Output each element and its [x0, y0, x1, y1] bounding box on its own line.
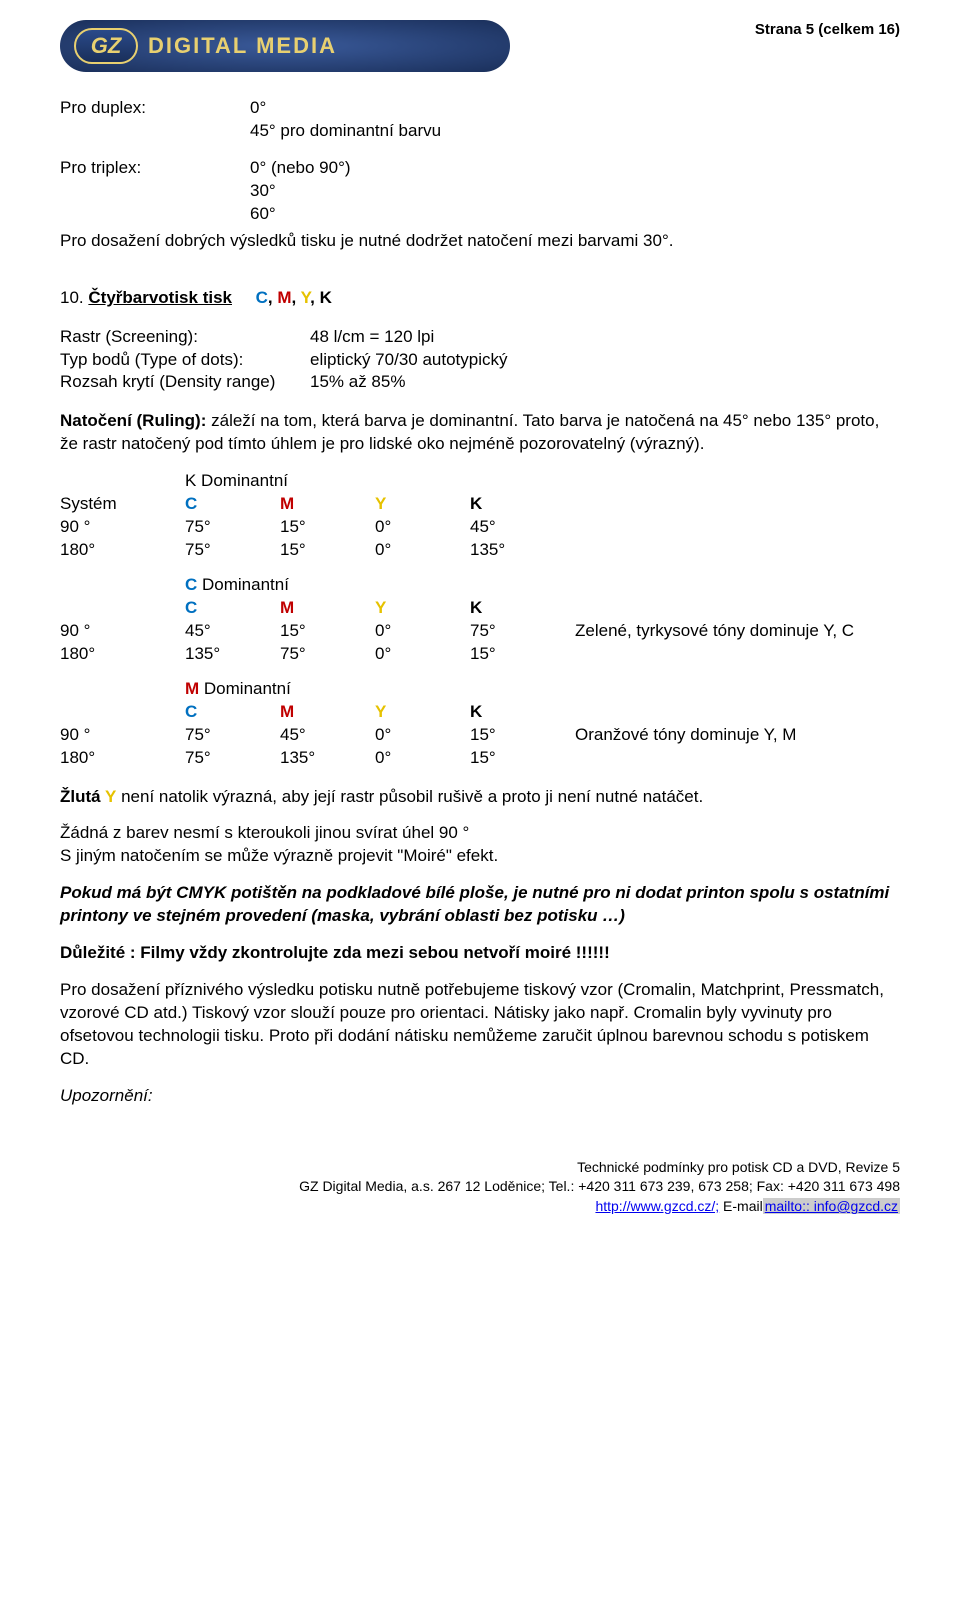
def-density: Rozsah krytí (Density range) 15% až 85% [60, 371, 900, 394]
yellow-note: Žlutá Y není natolik výrazná, aby její r… [60, 786, 900, 809]
no-90-note: Žádná z barev nesmí s kteroukoli jinou s… [60, 822, 900, 845]
page-number: Strana 5 (celkem 16) [755, 20, 900, 40]
section-title: Čtyřbarvotisk tisk [88, 288, 232, 307]
upozorneni-label: Upozornění: [60, 1085, 900, 1108]
duplex-v2: 45° pro dominantní barvu [60, 120, 900, 143]
important-note: Důležité : Filmy vždy zkontrolujte zda m… [60, 942, 900, 965]
footer-links: http://www.gzcd.cz/; E-mailmailto:: info… [60, 1197, 900, 1217]
triplex-v3: 60° [60, 203, 900, 226]
cmyk-y: Y [301, 288, 310, 307]
footer-line-2: GZ Digital Media, a.s. 267 12 Loděnice; … [60, 1177, 900, 1197]
final-paragraph: Pro dosažení příznivého výsledku potisku… [60, 979, 900, 1071]
duplex-row: Pro duplex: 0° [60, 97, 900, 120]
section-num: 10. [60, 288, 84, 307]
ruling-para: Natočení (Ruling): záleží na tom, která … [60, 410, 900, 456]
m-dominant-title: M Dominantní [60, 678, 900, 701]
m-dominant-table: C M Y K 90 ° 75° 45° 0° 15° Oranžové tón… [60, 701, 796, 770]
table-head: C M Y K [60, 597, 854, 620]
table-row: 180° 75° 15° 0° 135° [60, 539, 575, 562]
c-dominant-title: C C DominantníDominantní [60, 574, 900, 597]
results-note: Pro dosažení dobrých výsledků tisku je n… [60, 230, 900, 253]
page-header: GZ DIGITAL MEDIA Strana 5 (celkem 16) [60, 20, 900, 72]
cmyk-c: C [256, 288, 268, 307]
cmyk-m: M [277, 288, 291, 307]
triplex-v1: 0° (nebo 90°) [250, 157, 351, 180]
logo-initials: GZ [74, 28, 138, 64]
c-dominant-table: C M Y K 90 ° 45° 15° 0° 75° Zelené, tyrk… [60, 597, 854, 666]
table-row: 180° 135° 75° 0° 15° [60, 643, 854, 666]
triplex-v2: 30° [60, 180, 900, 203]
def-screening: Rastr (Screening): 48 l/cm = 120 lpi [60, 326, 900, 349]
duplex-label: Pro duplex: [60, 97, 250, 120]
logo-text: DIGITAL MEDIA [148, 31, 337, 61]
def-dots: Typ bodů (Type of dots): eliptický 70/30… [60, 349, 900, 372]
table-row: 90 ° 45° 15° 0° 75° Zelené, tyrkysové tó… [60, 620, 854, 643]
k-dominant-title: K Dominantní [60, 470, 900, 493]
ruling-label: Natočení (Ruling): [60, 411, 206, 430]
page-footer: Technické podmínky pro potisk CD a DVD, … [60, 1158, 900, 1217]
footer-line-1: Technické podmínky pro potisk CD a DVD, … [60, 1158, 900, 1178]
table-row: 180° 75° 135° 0° 15° [60, 747, 796, 770]
table-head: C M Y K [60, 701, 796, 724]
table-head: Systém C M Y K [60, 493, 575, 516]
cmyk-k: K [320, 288, 332, 307]
triplex-label: Pro triplex: [60, 157, 250, 180]
table-row: 90 ° 75° 15° 0° 45° [60, 516, 575, 539]
k-dominant-table: Systém C M Y K 90 ° 75° 15° 0° 45° 180° … [60, 493, 575, 562]
moire-note: S jiným natočením se může výrazně projev… [60, 845, 900, 868]
cmyk-background-note: Pokud má být CMYK potištěn na podkladové… [60, 882, 900, 928]
footer-email-label: E-mail [719, 1198, 763, 1214]
duplex-v1: 0° [250, 97, 266, 120]
brand-logo: GZ DIGITAL MEDIA [60, 20, 510, 72]
section-10-heading: 10. Čtyřbarvotisk tisk C, M, Y, K [60, 287, 900, 310]
footer-url-link[interactable]: http://www.gzcd.cz/; [595, 1198, 719, 1214]
footer-mailto-link[interactable]: mailto:: info@gzcd.cz [763, 1198, 900, 1214]
triplex-row: Pro triplex: 0° (nebo 90°) [60, 157, 900, 180]
table-row: 90 ° 75° 45° 0° 15° Oranžové tóny dominu… [60, 724, 796, 747]
